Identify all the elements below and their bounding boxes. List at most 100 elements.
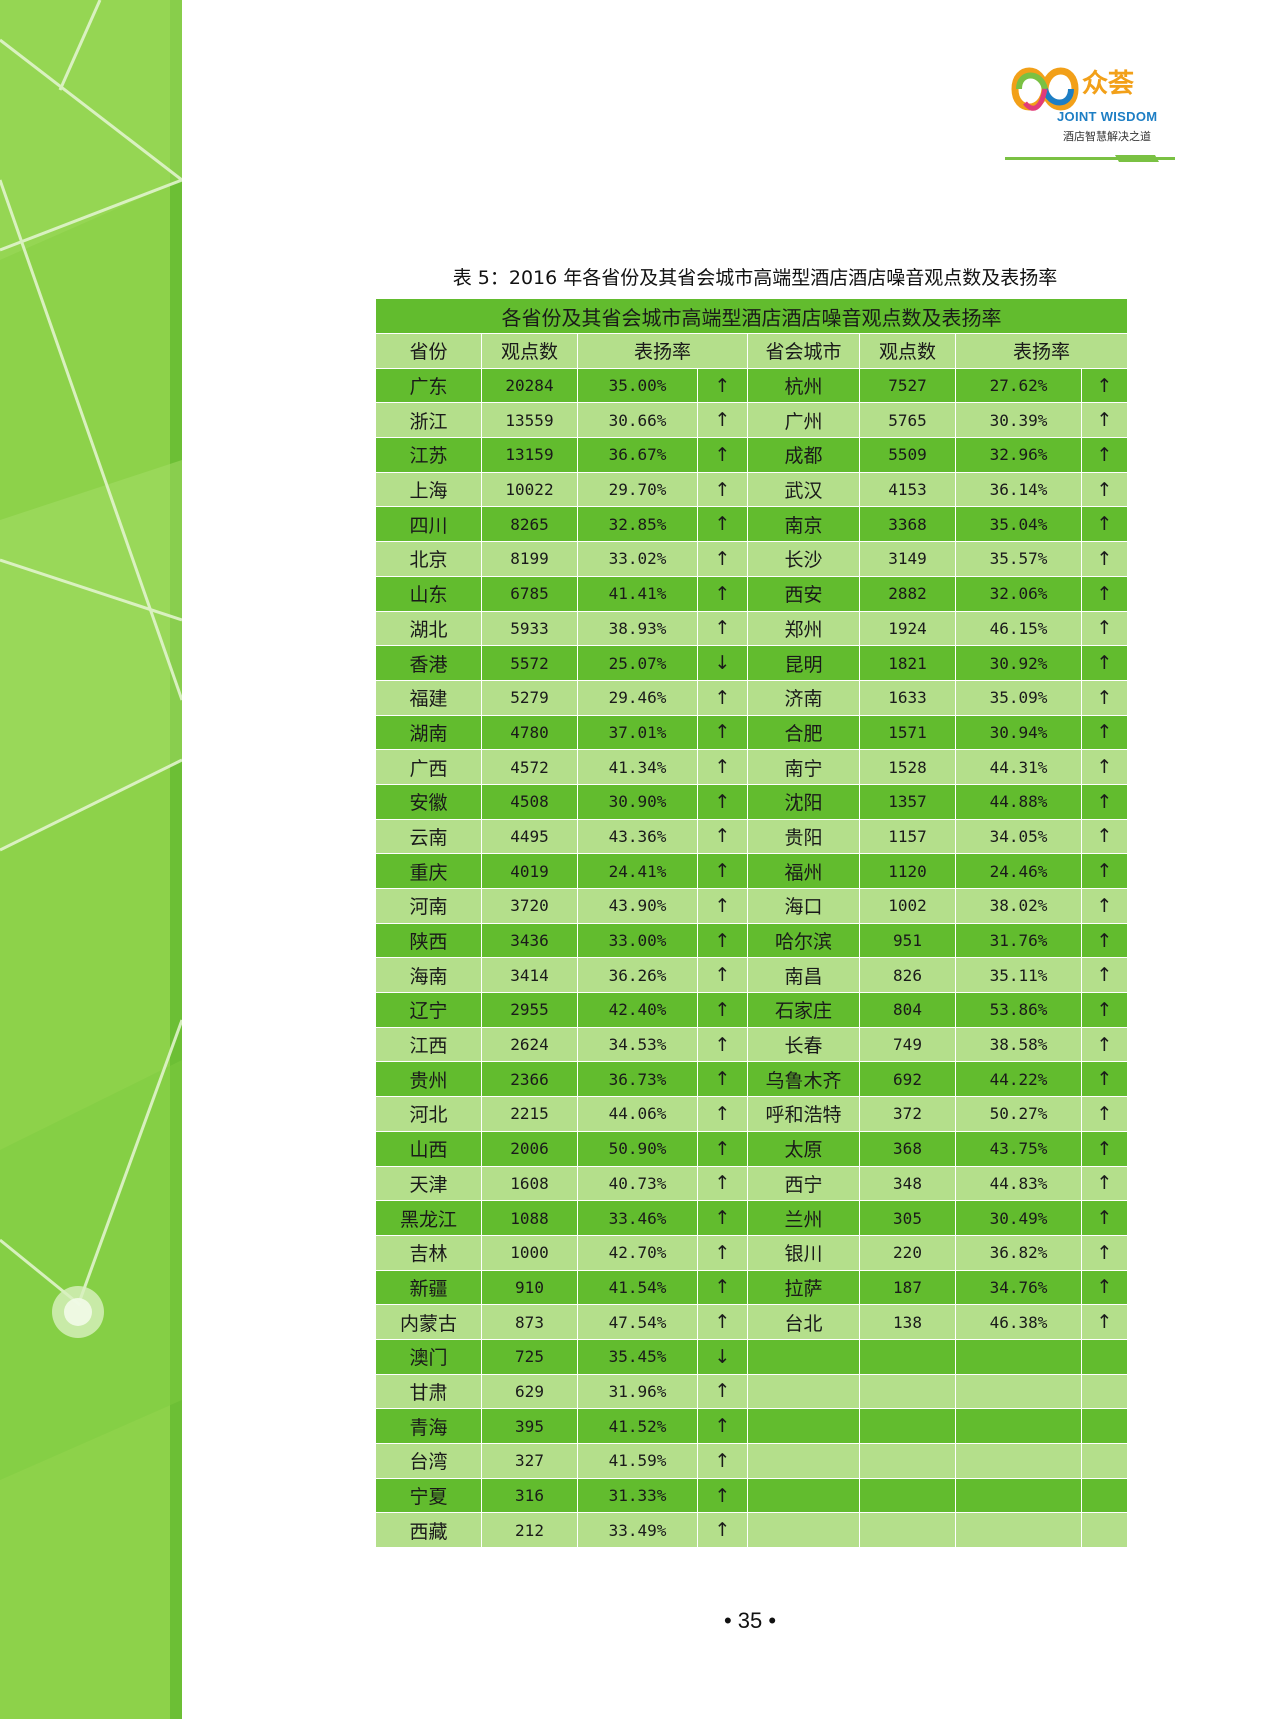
city-trend: ↑	[1081, 402, 1128, 439]
city-count: 348	[859, 1165, 956, 1202]
city-name: 杭州	[747, 367, 860, 404]
province-count: 4508	[481, 783, 578, 820]
logo-underline	[1005, 155, 1175, 162]
province-trend: ↑	[697, 714, 748, 751]
province-count: 1000	[481, 1234, 578, 1271]
province-count: 2006	[481, 1130, 578, 1167]
province-trend: ↑	[697, 679, 748, 716]
province-name: 浙江	[375, 402, 482, 439]
province-rate: 31.33%	[577, 1477, 698, 1514]
province-count: 873	[481, 1304, 578, 1340]
city-rate: 46.15%	[955, 610, 1082, 647]
city-name: 乌鲁木齐	[747, 1061, 860, 1098]
province-name: 西藏	[375, 1512, 482, 1549]
city-count: 1357	[859, 783, 956, 820]
city-count	[859, 1373, 956, 1410]
city-name: 沈阳	[747, 783, 860, 820]
city-rate: 32.06%	[955, 575, 1082, 612]
city-trend: ↑	[1081, 437, 1128, 473]
noise-praise-table: 各省份及其省会城市高端型酒店酒店噪音观点数及表扬率 省份 观点数 表扬率 省会城…	[375, 298, 1128, 1549]
city-trend: ↑	[1081, 1269, 1128, 1306]
city-trend: ↑	[1081, 1165, 1128, 1202]
province-trend: ↑	[697, 1269, 748, 1306]
province-name: 香港	[375, 645, 482, 681]
city-rate	[955, 1443, 1082, 1479]
province-trend: ↑	[697, 1477, 748, 1514]
province-count: 5572	[481, 645, 578, 681]
province-name: 广西	[375, 749, 482, 785]
city-count: 220	[859, 1234, 956, 1271]
province-name: 山西	[375, 1130, 482, 1167]
province-rate: 25.07%	[577, 645, 698, 681]
province-rate: 44.06%	[577, 1096, 698, 1132]
province-rate: 35.00%	[577, 367, 698, 404]
province-count: 212	[481, 1512, 578, 1549]
city-trend: ↑	[1081, 367, 1128, 404]
province-rate: 41.34%	[577, 749, 698, 785]
city-count	[859, 1408, 956, 1444]
table-row: 上海 10022 29.70% ↑ 武汉 4153 36.14% ↑	[375, 471, 1128, 508]
province-name: 贵州	[375, 1061, 482, 1098]
province-count: 3720	[481, 888, 578, 924]
province-count: 2366	[481, 1061, 578, 1098]
city-count	[859, 1338, 956, 1375]
city-name: 长沙	[747, 541, 860, 577]
province-count: 1088	[481, 1200, 578, 1236]
city-name	[747, 1443, 860, 1479]
province-name: 福建	[375, 679, 482, 716]
province-rate: 36.73%	[577, 1061, 698, 1098]
province-rate: 41.59%	[577, 1443, 698, 1479]
city-rate: 30.49%	[955, 1200, 1082, 1236]
province-rate: 41.41%	[577, 575, 698, 612]
city-name: 石家庄	[747, 992, 860, 1028]
sidebar-pattern	[0, 0, 182, 1719]
province-trend: ↑	[697, 1408, 748, 1444]
city-rate: 35.04%	[955, 506, 1082, 543]
city-rate: 35.09%	[955, 679, 1082, 716]
city-trend: ↑	[1081, 922, 1128, 959]
province-name: 山东	[375, 575, 482, 612]
province-count: 327	[481, 1443, 578, 1479]
header-city-rate: 表扬率	[955, 333, 1128, 369]
city-name: 西宁	[747, 1165, 860, 1202]
city-trend: ↑	[1081, 888, 1128, 924]
city-count: 138	[859, 1304, 956, 1340]
brand-logo: 众荟 JOINT WISDOM 酒店智慧解决之道	[1005, 55, 1175, 165]
city-rate: 44.83%	[955, 1165, 1082, 1202]
city-name: 兰州	[747, 1200, 860, 1236]
province-trend: ↑	[697, 957, 748, 994]
table-row: 江苏 13159 36.67% ↑ 成都 5509 32.96% ↑	[375, 437, 1128, 473]
city-trend: ↑	[1081, 610, 1128, 647]
province-name: 广东	[375, 367, 482, 404]
city-rate: 35.57%	[955, 541, 1082, 577]
table-row: 辽宁 2955 42.40% ↑ 石家庄 804 53.86% ↑	[375, 992, 1128, 1028]
brand-tagline: 酒店智慧解决之道	[1063, 130, 1151, 143]
city-count: 5509	[859, 437, 956, 473]
city-count	[859, 1443, 956, 1479]
brand-name-en: JOINT WISDOM	[1057, 109, 1158, 124]
province-name: 四川	[375, 506, 482, 543]
table-title: 各省份及其省会城市高端型酒店酒店噪音观点数及表扬率	[375, 298, 1128, 334]
province-name: 台湾	[375, 1443, 482, 1479]
city-name: 福州	[747, 853, 860, 889]
city-name: 昆明	[747, 645, 860, 681]
city-name	[747, 1512, 860, 1549]
city-trend	[1081, 1373, 1128, 1410]
province-trend: ↑	[697, 1373, 748, 1410]
city-count: 1633	[859, 679, 956, 716]
province-trend: ↓	[697, 645, 748, 681]
province-rate: 33.46%	[577, 1200, 698, 1236]
city-count: 951	[859, 922, 956, 959]
table-row: 山东 6785 41.41% ↑ 西安 2882 32.06% ↑	[375, 575, 1128, 612]
province-rate: 36.67%	[577, 437, 698, 473]
city-rate: 50.27%	[955, 1096, 1082, 1132]
province-count: 8199	[481, 541, 578, 577]
table-body: 广东 20284 35.00% ↑ 杭州 7527 27.62% ↑ 浙江 13559 30.66%…	[375, 367, 1128, 1549]
city-count: 804	[859, 992, 956, 1028]
city-count: 1120	[859, 853, 956, 889]
city-name: 哈尔滨	[747, 922, 860, 959]
province-trend: ↑	[697, 1061, 748, 1098]
province-count: 2624	[481, 1026, 578, 1063]
city-count: 1571	[859, 714, 956, 751]
province-name: 吉林	[375, 1234, 482, 1271]
